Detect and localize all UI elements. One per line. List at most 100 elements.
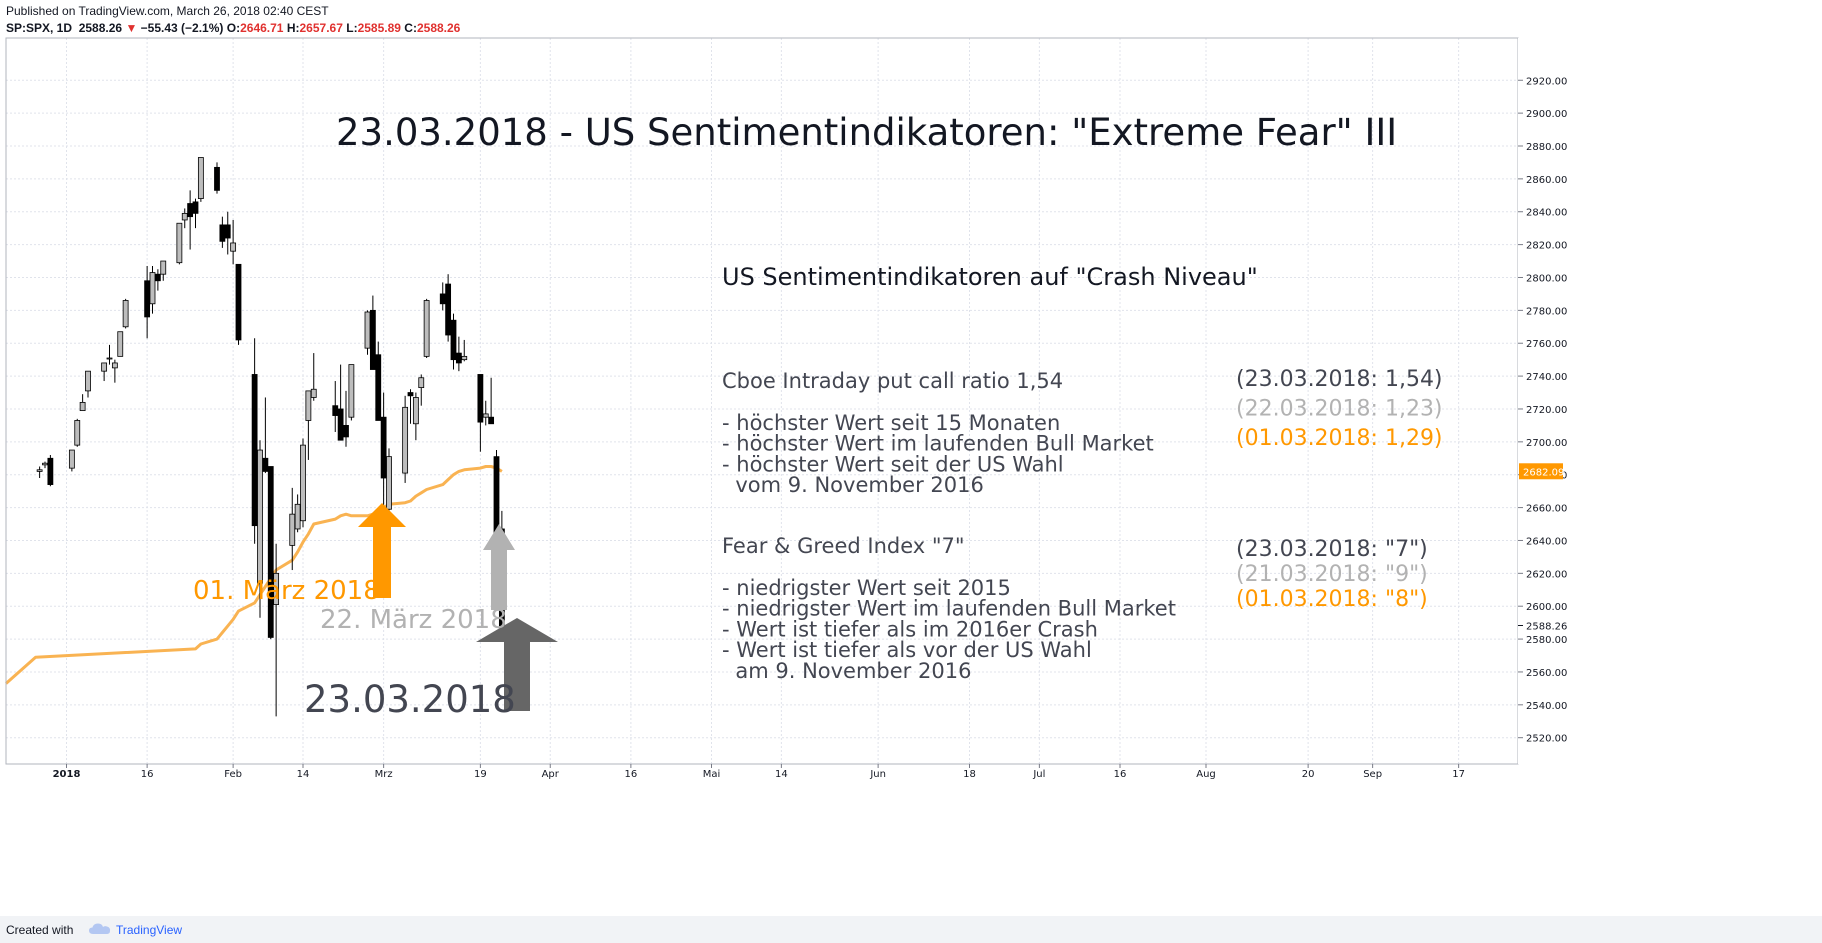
candle-body (418, 377, 425, 389)
candle (68, 449, 75, 472)
time-tick-label: Jun (869, 769, 886, 780)
candle (477, 374, 484, 452)
candle-body (445, 283, 452, 336)
candle (47, 454, 54, 487)
ma-price-badge (1519, 463, 1563, 480)
price-tick-label: 2740.00 (1526, 372, 1567, 383)
candle-body (380, 416, 387, 479)
candle-body (47, 457, 54, 485)
candle-body (461, 355, 468, 361)
candle-body (192, 201, 199, 214)
candle-body (235, 263, 242, 341)
published-note: Published on TradingView.com, March 26, … (6, 4, 329, 18)
last-price: 2588.26 (78, 21, 123, 35)
candle (224, 211, 231, 255)
price-tick-label: 2900.00 (1526, 109, 1567, 120)
candles (36, 157, 505, 717)
tradingview-link[interactable]: TradingView (116, 923, 183, 937)
candle-body (450, 319, 457, 361)
sentiment-subtitle: US Sentimentindikatoren auf "Crash Nivea… (722, 263, 1258, 291)
candle-body (369, 309, 376, 370)
time-tick-label: 14 (297, 769, 310, 780)
time-axis-bg (6, 764, 1518, 782)
candle (407, 389, 414, 424)
fear-greed-line: - niedrigster Wert seit 2015 (722, 576, 1011, 600)
candle (493, 450, 500, 536)
candle-body (439, 293, 446, 305)
candle-body (300, 444, 306, 522)
price-tick-label: 2660.00 (1526, 504, 1567, 515)
arrows (358, 503, 558, 711)
price-tick-label: 2820.00 (1526, 241, 1567, 252)
price-axis[interactable]: 2520.00 2540.00 2560.00 2580.00 2600.00 2620.… (1518, 38, 1822, 764)
put-call-line: - höchster Wert im laufenden Bull Market (722, 432, 1154, 456)
candle (488, 377, 495, 425)
candle (197, 157, 204, 202)
candle-body (488, 416, 495, 425)
candle (461, 339, 468, 362)
ma-line (5, 465, 503, 685)
price-axis-bg (1518, 38, 1822, 764)
time-tick-label: 18 (963, 769, 976, 780)
candle-body (364, 311, 371, 349)
time-tick-label: Apr (542, 769, 560, 780)
close-value: 2588.26 (416, 21, 461, 35)
grid (6, 38, 1518, 764)
candle (412, 392, 419, 441)
moving-average (5, 465, 503, 685)
fear-greed-side-value: (21.03.2018: "9") (1236, 562, 1428, 587)
time-tick-label: Feb (224, 769, 242, 780)
candle (214, 162, 220, 194)
annotations: 23.03.2018 - US Sentimentindikatoren: "E… (193, 111, 1443, 721)
candle-body (154, 273, 161, 282)
candle-body (36, 469, 43, 472)
time-axis[interactable]: 2018 16 Feb 14 Mrz 19 Apr 16 Mai 14 Jun 18 Jul 16 Aug 2… (6, 763, 1518, 782)
candle-body (343, 425, 349, 438)
price-chart[interactable]: 2520.00 2540.00 2560.00 2580.00 2600.00 2620.… (0, 0, 1822, 916)
time-tick-label: Sep (1363, 769, 1382, 780)
last-price-label: 2588.26 (1526, 621, 1567, 632)
fear-greed-heading: Fear & Greed Index "7" (722, 534, 965, 558)
candle (348, 364, 355, 421)
candle-body (251, 374, 258, 527)
candle-body (187, 203, 194, 218)
put-call-side-value: (01.03.2018: 1,29) (1236, 426, 1443, 451)
candle (160, 260, 167, 281)
label-march-23: 23.03.2018 (304, 678, 516, 721)
candle-body (122, 300, 129, 328)
candle-body (85, 370, 91, 392)
price-tick-label: 2540.00 (1526, 701, 1567, 712)
plot-background (6, 38, 1518, 764)
put-call-side-value: (23.03.2018: 1,54) (1236, 367, 1443, 392)
candle (364, 310, 371, 355)
price-tick-label: 2840.00 (1526, 208, 1567, 219)
lightgray-up-arrow (483, 524, 515, 610)
ma-price-label: 2682.09 (1523, 467, 1564, 478)
candle-body (144, 280, 151, 318)
candle (101, 362, 108, 382)
candle-body (160, 260, 167, 275)
candle (192, 198, 199, 229)
time-tick-label: 2018 (53, 769, 81, 780)
candle-body (348, 364, 355, 418)
candle-body (74, 420, 81, 446)
fear-greed-line: - niedrigster Wert im laufenden Bull Mar… (722, 597, 1176, 621)
candle-body (42, 462, 48, 466)
candle-body (214, 166, 220, 191)
time-tick-label: 19 (474, 769, 487, 780)
candle-body (106, 357, 113, 360)
high-label: H: (286, 21, 300, 35)
down-triangle-icon: ▼ (125, 21, 138, 35)
candle (310, 353, 317, 401)
candle (257, 440, 263, 618)
candle (235, 263, 242, 345)
candle-body (305, 390, 312, 421)
price-tick-label: 2600.00 (1526, 602, 1567, 613)
price-tick-label: 2720.00 (1526, 405, 1567, 416)
candle-body (111, 362, 118, 369)
candle-body (423, 300, 430, 357)
candle-body (176, 222, 183, 264)
put-call-heading: Cboe Intraday put call ratio 1,54 (722, 369, 1063, 393)
open-label: O: (226, 21, 241, 35)
candle-body (482, 413, 489, 418)
